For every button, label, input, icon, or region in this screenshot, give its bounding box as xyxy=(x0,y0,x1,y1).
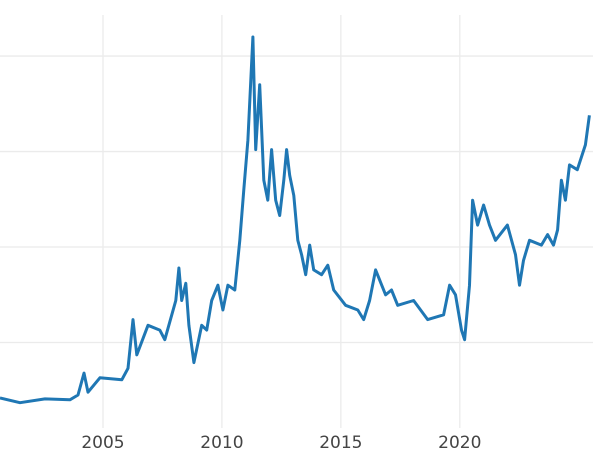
x-axis-tick-labels: 2005 2010 2015 2020 xyxy=(81,433,481,450)
horizontal-gridlines xyxy=(0,55,593,344)
series-layer xyxy=(0,35,591,405)
series-line-0 xyxy=(0,35,591,405)
x-tick-label: 2015 xyxy=(319,433,362,450)
x-tick-label: 2020 xyxy=(438,433,481,450)
x-tick-label: 2010 xyxy=(200,433,243,450)
vertical-gridlines xyxy=(102,15,461,428)
x-tick-label: 2005 xyxy=(81,433,124,450)
